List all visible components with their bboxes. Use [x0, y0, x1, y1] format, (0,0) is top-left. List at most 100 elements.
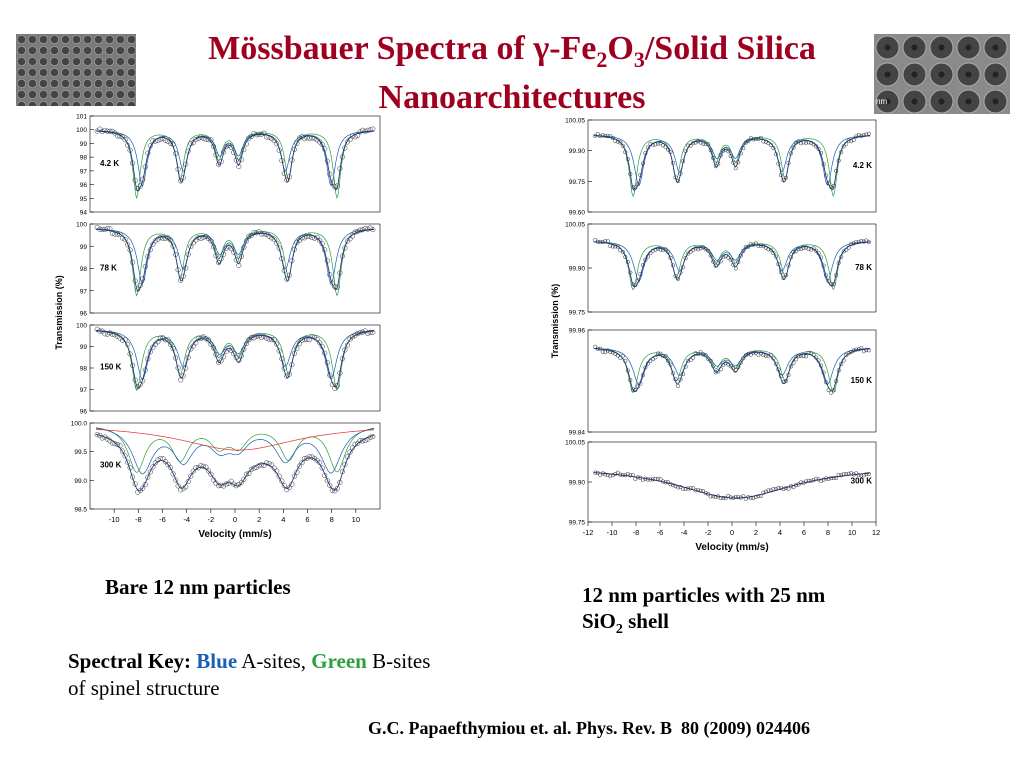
data-point	[741, 356, 746, 361]
a-site-fit-line	[95, 427, 375, 475]
data-point	[658, 141, 663, 146]
x-axis-label: Velocity (mm/s)	[695, 542, 768, 553]
data-point	[673, 484, 678, 489]
data-point	[367, 127, 373, 133]
data-point	[299, 460, 305, 466]
data-point	[600, 349, 605, 354]
data-point	[698, 350, 703, 355]
data-point	[150, 464, 156, 470]
data-point	[783, 378, 789, 384]
data-point	[738, 360, 743, 365]
data-point	[304, 233, 310, 240]
data-point	[349, 334, 356, 340]
x-tick-label: 4	[778, 528, 782, 537]
data-point	[218, 158, 224, 165]
data-point	[851, 241, 856, 246]
data-point	[768, 247, 773, 252]
data-point	[107, 128, 113, 134]
spectral-key-label: Spectral Key:	[68, 649, 192, 673]
y-tick-label: 96	[80, 409, 88, 416]
data-point	[296, 463, 303, 469]
temperature-label: 300 K	[100, 461, 122, 470]
data-point	[94, 326, 100, 332]
data-point	[317, 237, 323, 243]
data-point	[610, 473, 615, 478]
data-point	[365, 330, 371, 336]
data-point	[826, 477, 831, 482]
x-tick-label: -12	[583, 528, 594, 537]
data-point	[274, 240, 280, 246]
tem-micrograph-right: nm	[874, 34, 1010, 114]
data-point	[314, 457, 320, 463]
data-point	[706, 248, 711, 253]
data-point	[618, 140, 623, 145]
tem-micrograph-left	[16, 34, 136, 106]
data-point	[846, 351, 851, 356]
data-point	[145, 474, 151, 480]
data-point	[216, 483, 222, 489]
data-point	[160, 235, 166, 241]
nanoparticle-micrograph-icon	[16, 34, 136, 106]
temperature-label: 4.2 K	[100, 159, 119, 168]
y-tick-label: 99.90	[569, 148, 586, 155]
spectrum-panel-3: 100 99 98 97 96 150 K	[76, 323, 381, 416]
data-point	[319, 241, 325, 247]
data-point	[854, 134, 859, 139]
data-point	[317, 340, 323, 346]
b-site-fit-line	[95, 330, 375, 391]
y-tick-label: 100	[76, 222, 87, 229]
caption-right-line-1: 12 nm particles with 25 nm	[582, 583, 826, 607]
total-fit-line	[593, 241, 871, 288]
data-point	[276, 245, 282, 251]
data-point	[165, 461, 171, 468]
data-point	[145, 253, 151, 260]
data-point	[365, 226, 371, 232]
caption-sio-sub: 2	[615, 622, 623, 638]
data-point	[332, 385, 338, 391]
total-fit-line	[593, 135, 870, 192]
data-point	[195, 235, 201, 241]
data-point	[349, 133, 356, 139]
y-tick-label: 98.5	[74, 507, 87, 514]
total-fit-line	[95, 330, 375, 389]
data-point	[683, 256, 688, 261]
data-point	[233, 257, 239, 263]
data-point	[170, 471, 176, 477]
data-point	[261, 130, 267, 136]
data-point	[711, 494, 716, 499]
data-point	[370, 329, 376, 335]
data-point	[137, 183, 143, 189]
y-tick-label: 100	[76, 127, 87, 134]
data-point	[731, 160, 736, 165]
data-point	[253, 230, 260, 236]
a-site-fit-line	[593, 241, 870, 282]
right-mossbauer-chart: 100.05 99.90 99.75 99.60 4.2 K 100.05 99.90 99.…	[550, 118, 880, 554]
data-point	[663, 353, 668, 358]
data-point	[236, 164, 242, 170]
data-point	[357, 227, 363, 233]
data-point	[630, 282, 635, 287]
data-point	[167, 140, 174, 146]
data-point	[190, 468, 196, 474]
y-tick-label: 100.05	[565, 440, 585, 447]
panel-frame	[587, 119, 877, 213]
data-point	[756, 494, 761, 499]
data-point	[221, 483, 227, 489]
data-point	[155, 457, 161, 463]
y-tick-label: 97	[80, 288, 88, 295]
data-point	[185, 251, 191, 257]
data-point	[213, 480, 219, 486]
panel-frame	[587, 223, 877, 313]
x-tick-label: 2	[257, 515, 261, 524]
data-point	[716, 369, 721, 374]
data-point	[198, 463, 204, 469]
y-tick-label: 99.84	[569, 430, 586, 437]
temperature-label: 150 K	[851, 376, 873, 385]
data-point	[741, 248, 746, 253]
title-text-b: /Solid Silica	[644, 30, 816, 67]
data-point	[608, 243, 613, 248]
data-point	[866, 131, 871, 136]
x-tick-label: 10	[848, 528, 856, 537]
x-tick-label: 6	[305, 515, 309, 524]
data-point	[173, 477, 179, 483]
